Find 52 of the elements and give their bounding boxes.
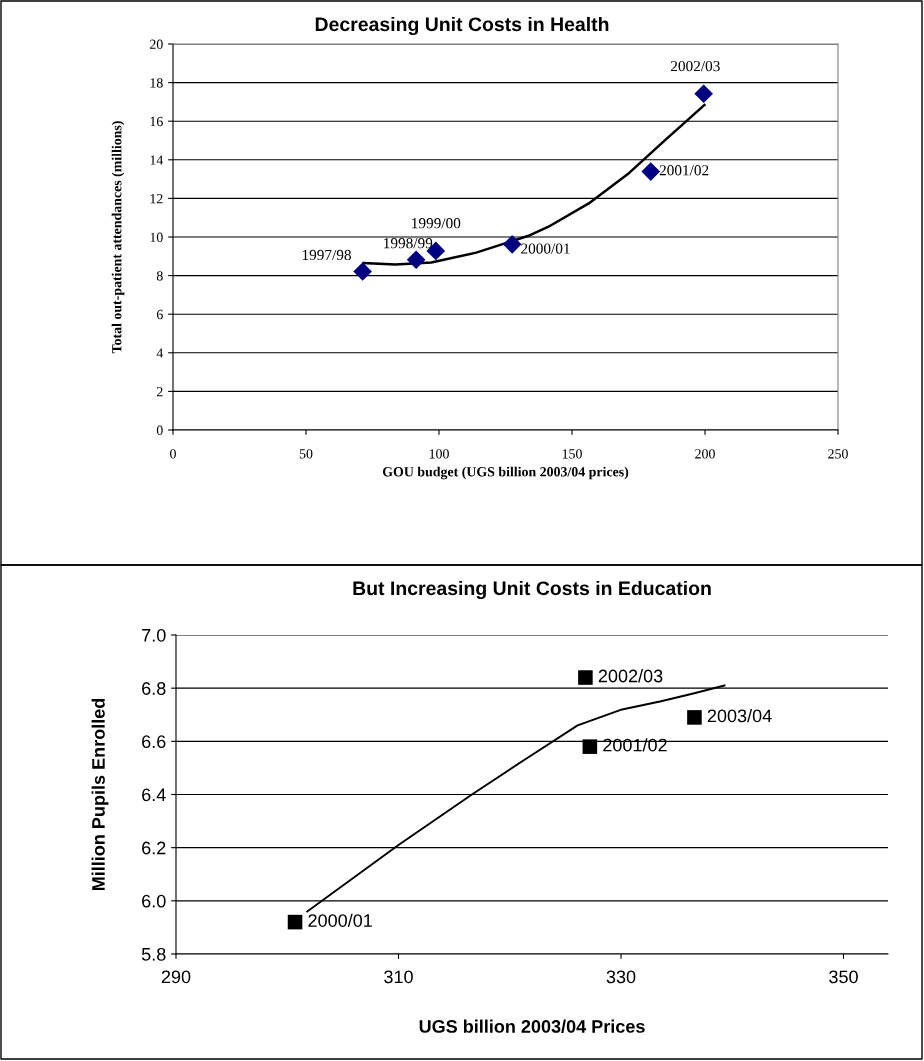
point xyxy=(502,235,522,254)
x-tick-label: 310 xyxy=(384,970,413,984)
point xyxy=(582,739,598,754)
annotation: 1999/00 xyxy=(412,218,461,229)
annotation: 1998/99 xyxy=(384,238,433,249)
y-tick-label: 7.0 xyxy=(142,628,166,642)
y-tick-label: 8 xyxy=(156,271,163,281)
y-tick-label: 12 xyxy=(150,194,163,204)
y-tick-label: 6 xyxy=(156,309,163,320)
point xyxy=(578,670,593,685)
y-tick-label: 20 xyxy=(150,39,163,49)
y-tick-label: 14 xyxy=(150,155,164,165)
x-axis-title: GOU budget (UGS billion 2003/04 prices) xyxy=(382,466,629,480)
x-tick-label: 100 xyxy=(429,449,449,459)
annotation: 2002/03 xyxy=(598,669,663,683)
y-tick-label: 6.8 xyxy=(142,682,166,695)
x-tick-label: 290 xyxy=(161,970,191,984)
y-tick-label: 10 xyxy=(150,232,163,242)
x-tick-label: 150 xyxy=(562,449,582,459)
y-tick-label: 2 xyxy=(156,387,163,397)
y-tick-label: 6.6 xyxy=(142,735,166,749)
annotation: 2000/01 xyxy=(521,243,570,254)
chart-title: Decreasing Unit Costs in Health xyxy=(315,16,609,36)
chart-title: But Increasing Unit Costs in Education xyxy=(353,580,711,600)
point xyxy=(687,710,702,725)
point xyxy=(287,914,303,930)
y-tick-label: 4 xyxy=(156,348,164,358)
x-tick-label: 330 xyxy=(606,970,636,984)
point xyxy=(641,162,661,181)
x-tick-label: 250 xyxy=(828,449,848,459)
y-tick-label: 5.8 xyxy=(141,947,166,961)
annotation: 2003/04 xyxy=(707,708,772,723)
y-tick-label: 6.2 xyxy=(142,841,166,855)
point xyxy=(353,262,372,281)
annotation: 2000/01 xyxy=(308,913,372,927)
y-axis-title: Total out-patient attendances (millions) xyxy=(111,121,125,354)
x-tick-label: 200 xyxy=(695,449,715,459)
x-tick-label: 350 xyxy=(829,970,858,984)
y-tick-label: 18 xyxy=(150,78,163,88)
y-axis-title: Million Pupils Enrolled xyxy=(91,698,109,891)
annotation: 2002/03 xyxy=(670,60,720,72)
point xyxy=(694,84,713,104)
annotation: 2001/02 xyxy=(659,165,709,176)
x-tick-label: 0 xyxy=(170,449,176,459)
x-tick-label: 50 xyxy=(299,449,313,459)
y-tick-label: 16 xyxy=(150,116,163,127)
annotation: 1997/98 xyxy=(302,249,351,261)
point xyxy=(406,250,426,270)
y-tick-label: 0 xyxy=(156,425,163,435)
x-axis-title: UGS billion 2003/04 Prices xyxy=(419,1019,645,1034)
y-tick-label: 6.0 xyxy=(142,894,166,908)
y-tick-label: 6.4 xyxy=(142,788,166,802)
